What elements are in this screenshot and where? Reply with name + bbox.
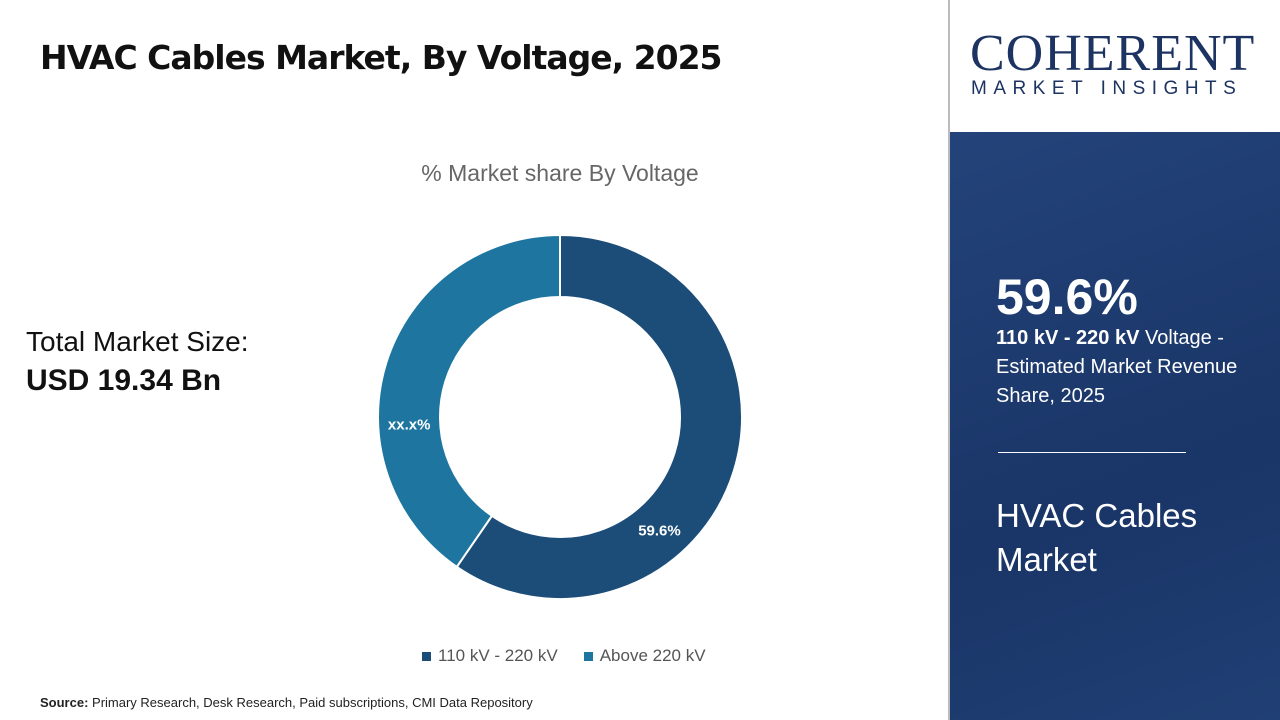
- divider: [998, 452, 1186, 453]
- total-market-size-value: USD 19.34 Bn: [26, 364, 222, 397]
- chart-title: % Market share By Voltage: [421, 160, 699, 186]
- highlight-percent: 59.6%: [996, 269, 1138, 325]
- legend-swatch: [583, 652, 593, 662]
- main-panel: [948, 0, 950, 720]
- data-label: xx.x%: [388, 416, 431, 433]
- logo-subtext: MARKET INSIGHTS: [971, 78, 1243, 99]
- logo-text: COHERENT: [970, 25, 1256, 82]
- market-name: HVAC Cables Market: [996, 497, 1198, 578]
- legend-item: 110 kV - 220 kV: [422, 646, 558, 666]
- donut-chart: 59.6% xx.x%: [377, 233, 743, 600]
- highlight-segment: 110 kV - 220 kV: [996, 327, 1140, 349]
- legend: 110 kV - 220 kV Above 220 kV: [422, 646, 706, 666]
- donut-slice: [455, 233, 743, 600]
- source-label: Source:: [40, 695, 89, 710]
- highlight-description: 110 kV - 220 kV Voltage - Estimated Mark…: [996, 324, 1266, 411]
- page-title: HVAC Cables Market, By Voltage, 2025: [40, 38, 723, 77]
- legend-label: 110 kV - 220 kV: [438, 646, 558, 665]
- source-note: Source: Primary Research, Desk Research,…: [40, 695, 533, 710]
- total-market-size-label: Total Market Size:: [26, 326, 249, 357]
- logo: COHERENT MARKET INSIGHTS: [950, 0, 1280, 132]
- legend-swatch: [422, 652, 431, 662]
- highlight-desc-text: Voltage - Estimated Market Revenue Share…: [996, 327, 1238, 407]
- highlight-panel: 59.6% 110 kV - 220 kV Voltage - Estimate…: [950, 132, 1280, 720]
- legend-item: Above 220 kV: [583, 646, 706, 666]
- donut-slice: [377, 233, 561, 569]
- data-label: 59.6%: [638, 523, 681, 540]
- legend-label: Above 220 kV: [599, 646, 706, 665]
- source-text: Primary Research, Desk Research, Paid su…: [88, 695, 533, 710]
